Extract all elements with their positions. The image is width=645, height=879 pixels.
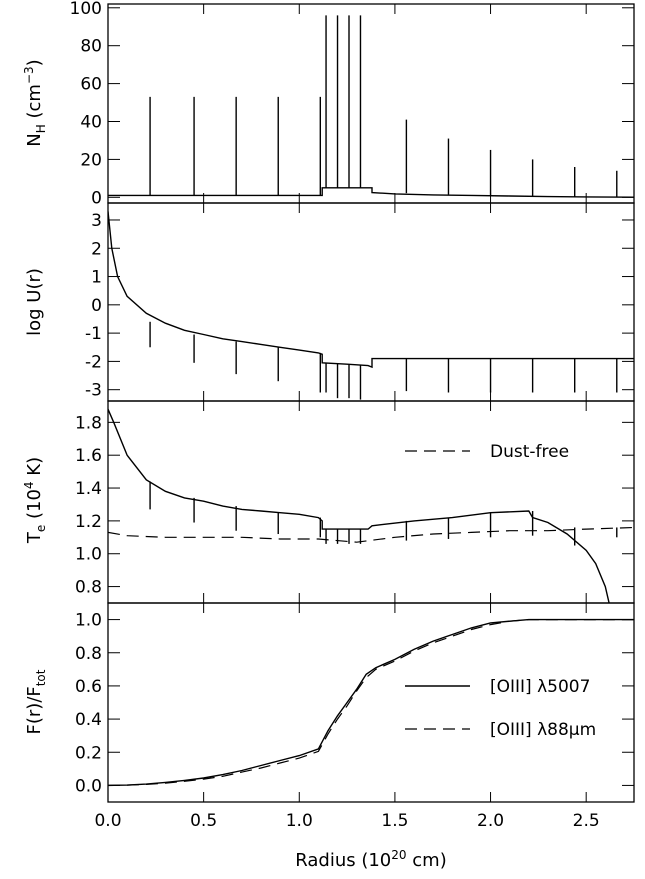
ylabel-temperature: Te (104 K) [22,457,48,544]
panel-density: 0 20 40 60 80 100 [70,0,635,208]
series-line-solid [108,211,634,369]
y-tick-label: 1.8 [75,413,102,433]
plot-frame [107,3,635,204]
legend-label: [OIII] λ88μm [490,720,596,740]
x-tick-label: 1.5 [381,811,408,831]
y-tick-label: -3 [85,381,102,401]
y-tick-label: 0.2 [75,743,102,763]
y-tick-label: 20 [80,150,102,170]
y-tick-label: 1.4 [75,479,102,499]
series-line-dashed [108,526,634,543]
y-tick-label: 0 [91,188,102,208]
y-tick-label: 0 [91,296,102,316]
y-tick-label: 1 [91,268,102,288]
x-tick-label: 2.5 [573,811,600,831]
y-tick-label: -2 [85,352,102,372]
y-tick-label: 1.0 [75,611,102,631]
y-tick-label: 1.2 [75,512,102,532]
panel-ionization: -3 -2 -1 0 1 2 3 [85,202,635,402]
ylabel-cumulative-flux: F(r)/Ftot [24,669,48,734]
y-tick-label: 1.0 [75,545,102,565]
plot-area [108,408,634,603]
y-tick-label: -1 [85,324,102,344]
y-tick-label: 1.6 [75,446,102,466]
y-tick-label: 80 [80,37,102,57]
y-tick-label: 40 [80,113,102,133]
plot-area [108,211,634,400]
x-tick-label: 1.0 [286,811,313,831]
series-line-solid [108,187,634,198]
plot-area [108,15,634,198]
x-tick-label: 0.5 [190,811,217,831]
y-tick-label: 60 [80,75,102,95]
panel-cumulative-flux: 0.0 0.2 0.4 0.6 0.8 1.0 0.0 0.5 1.0 1.5 2.0 2.5 [OII… [75,602,635,831]
x-tick-label: 0.0 [94,811,121,831]
plot-frame [107,602,635,803]
legend-label: Dust-free [490,442,569,462]
y-tick-label: 0.6 [75,677,102,697]
legend-label: [OIII] λ5007 [490,677,590,697]
y-tick-label: 0.8 [75,578,102,598]
panel-temperature: 0.8 1.0 1.2 1.4 1.6 1.8 Dust-free [75,400,635,604]
y-tick-label: 0.8 [75,644,102,664]
y-tick-label: 0.4 [75,710,102,730]
ylabel-density: NH (cm−3) [22,59,48,146]
y-tick-label: 0.0 [75,776,102,796]
x-tick-label: 2.0 [477,811,504,831]
plot-frame [107,202,635,402]
ylabel-ionization: log U(r) [24,268,45,336]
plot-frame [107,400,635,604]
plot-area [108,618,634,787]
xlabel: Radius (1020 cm) [295,848,446,871]
series-line-solid [108,618,634,787]
series-line-dashed [108,619,634,786]
y-tick-label: 2 [91,239,102,259]
y-tick-label: 100 [70,0,102,19]
y-tick-label: 3 [91,211,102,231]
series-line-solid [108,408,610,603]
